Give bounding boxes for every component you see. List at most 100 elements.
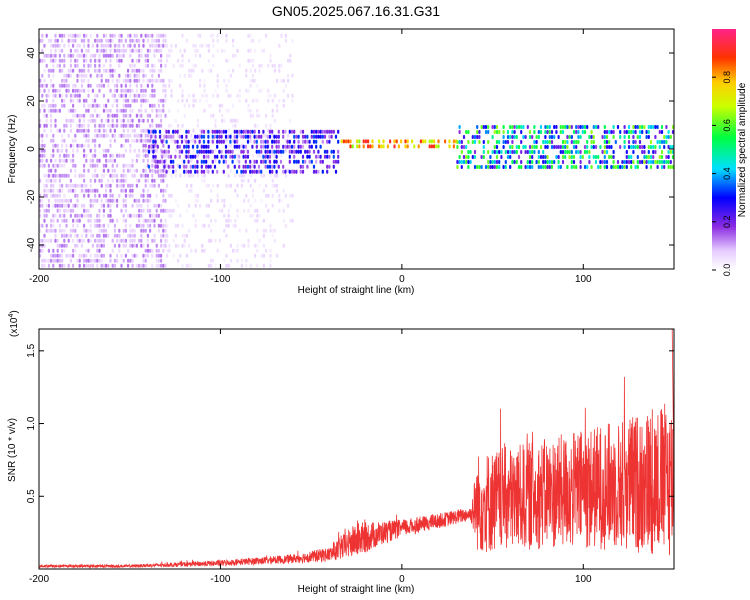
spectrogram-cell [669, 135, 672, 139]
spectrogram-cell [178, 164, 181, 169]
spectrogram-cell [131, 118, 134, 123]
spectrogram-cell [83, 253, 86, 258]
spectrogram-cell [597, 155, 600, 159]
spectrogram-cell [135, 138, 138, 143]
spectrogram-cell [142, 138, 145, 143]
spectrogram-cell [262, 173, 265, 178]
spectrogram-cell [231, 159, 234, 164]
spectrogram-cell [85, 188, 88, 193]
spectrogram-cell [304, 159, 307, 164]
spectrogram-cell [54, 38, 57, 43]
spectrogram-cell [138, 223, 141, 228]
spectrogram-cell [588, 155, 591, 159]
spectrogram-cell [276, 253, 279, 258]
spectrogram-cell [210, 113, 213, 118]
spectrogram-cell [627, 160, 631, 164]
spectrogram-cell [669, 150, 672, 154]
spectrogram-cell [122, 123, 125, 128]
spectrogram-cell [39, 153, 42, 158]
spectrogram-cell [87, 248, 90, 253]
spectrogram-cell [122, 118, 125, 123]
spectrogram-cell [430, 139, 433, 144]
spectrogram-cell [102, 43, 105, 48]
spectrogram-cell [194, 193, 197, 198]
spectrogram-cell [47, 248, 50, 253]
spectrogram-cell [238, 154, 241, 159]
spectrogram-cell [308, 154, 311, 159]
spectrogram-cell [111, 178, 114, 183]
spectrogram-cell [189, 164, 192, 169]
spectrogram-cell [52, 88, 55, 93]
spectrogram-cell [524, 150, 527, 154]
spectrogram-cell [135, 73, 138, 78]
spectrogram-cell [54, 93, 57, 98]
spectrogram-cell [301, 134, 305, 139]
spectrogram-cell [196, 159, 199, 164]
spectrogram-cell [153, 88, 156, 93]
spectrogram-cell [484, 130, 488, 134]
spectrogram-cell [67, 198, 70, 203]
spectrogram-cell [287, 93, 290, 98]
spectrogram-cell [160, 238, 163, 243]
snr-y-tick-label: 1.5 [26, 343, 37, 357]
spectrogram-cell [548, 140, 551, 144]
spectrogram-cell [39, 133, 42, 138]
spectrogram-cell [232, 123, 235, 128]
spectrogram-cell [544, 165, 547, 169]
spectrogram-cell [54, 103, 57, 108]
spectrogram-cell [47, 263, 50, 268]
spectrogram-cell [74, 188, 77, 193]
spectrogram-cell [113, 173, 116, 178]
spectrogram-cell [224, 144, 228, 149]
spectrogram-cell [63, 243, 66, 248]
spectrogram-cell [83, 43, 86, 48]
spectrogram-cell [185, 98, 188, 103]
spectrogram-cell [448, 144, 451, 149]
snr-scale-close: ) [9, 310, 20, 313]
spectrogram-cell [72, 53, 75, 58]
spectrogram-cell [174, 198, 177, 203]
spectrogram-cell [641, 145, 644, 149]
spectrogram-cell [142, 73, 145, 78]
spectrogram-cell [269, 253, 272, 258]
spectrogram-cell [262, 48, 265, 53]
spectrogram-cell [172, 238, 175, 243]
spectrogram-cell [124, 198, 127, 203]
spectrogram-cell [627, 145, 631, 149]
spectrogram-cell [269, 173, 272, 178]
spectrogram-cell [98, 143, 101, 148]
spectrogram-cell [194, 198, 197, 203]
spectrogram-cell [249, 129, 252, 134]
spectrogram-cell [43, 128, 46, 133]
spectrogram-cell [214, 118, 217, 123]
spectrogram-cell [124, 103, 127, 108]
spectrogram-cell [83, 258, 86, 263]
snr-y-tick-label: 1.0 [26, 416, 37, 430]
spectrogram-cell [98, 48, 101, 53]
spectrogram-cell [288, 129, 291, 134]
spectrogram-cell [371, 139, 374, 144]
spectrogram-cell [192, 93, 195, 98]
spectrogram-cell [157, 78, 160, 83]
spectrogram-cell [660, 165, 664, 169]
spectrogram-cell [69, 68, 72, 73]
spectrogram-cell [205, 183, 208, 188]
spectrogram-cell [460, 160, 463, 164]
spectrogram-cell [89, 148, 92, 153]
spectrogram-cell [61, 143, 64, 148]
spectrogram-cell [58, 173, 61, 178]
spectrogram-cell [275, 154, 278, 159]
spectrogram-cell [287, 168, 290, 173]
spectrogram-cell [78, 123, 81, 128]
spectrogram-cell [151, 158, 154, 163]
spectrogram-cell [256, 218, 259, 223]
spectrogram-cell [326, 154, 329, 159]
spectrogram-cell [177, 108, 180, 113]
spectrogram-cell [176, 139, 179, 144]
spectrogram-cell [269, 58, 272, 63]
spectrogram-cell [284, 83, 287, 88]
spectrogram-cell [144, 248, 147, 253]
spectrogram-cell [179, 253, 182, 258]
spectrogram-cell [127, 183, 130, 188]
spectrogram-cell [67, 33, 70, 38]
